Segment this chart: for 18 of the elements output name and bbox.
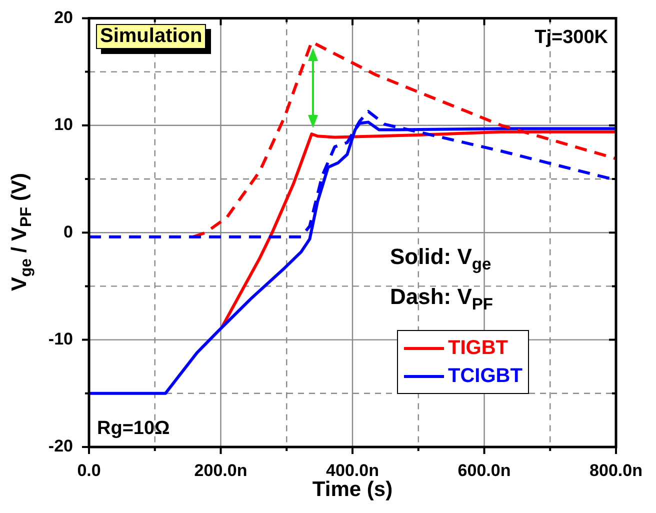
y-tick-label: 0: [64, 222, 73, 242]
x-tick-label: 200.0n: [194, 460, 248, 480]
y-tick-label: -20: [48, 436, 73, 456]
annotation: Simulation: [96, 24, 206, 49]
y-tick-label: 20: [54, 8, 73, 27]
legend-label: TCIGBT: [448, 364, 522, 389]
annotation: Dash: V$_{PF}$: [390, 284, 494, 314]
x-tick-label: 400.0n: [326, 460, 379, 480]
legend-label: TIGBT: [448, 336, 508, 361]
x-tick-label: 0.0: [77, 460, 101, 480]
y-tick-label: -10: [48, 329, 73, 348]
annotation: Solid: V$_{ge}$: [390, 244, 492, 274]
x-tick-label: 600.0n: [458, 460, 511, 480]
x-tick-label: 800.0n: [590, 460, 642, 480]
x-axis-title: Time (s): [311, 478, 394, 502]
annotation: Rg=10Ω: [97, 418, 170, 440]
y-tick-label: 10: [54, 115, 73, 134]
annotation: Tj=300K: [534, 27, 608, 49]
